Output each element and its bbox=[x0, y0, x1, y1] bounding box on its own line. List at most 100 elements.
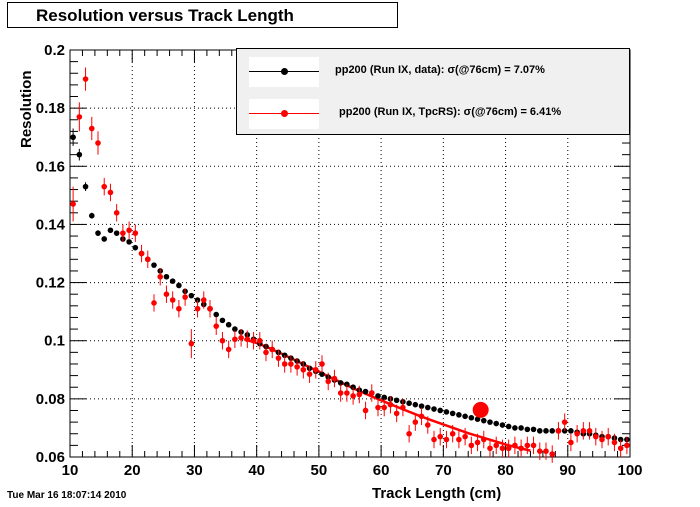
data-point bbox=[412, 401, 419, 408]
data-point bbox=[107, 189, 114, 196]
data-point bbox=[518, 425, 524, 431]
data-point bbox=[456, 436, 462, 443]
x-tick-label: 20 bbox=[124, 462, 141, 479]
data-point bbox=[530, 442, 537, 449]
data-point bbox=[505, 445, 512, 452]
data-point bbox=[412, 419, 419, 425]
data-point bbox=[524, 442, 531, 449]
data-point bbox=[213, 323, 220, 329]
data-point bbox=[375, 393, 381, 399]
data-point bbox=[468, 442, 475, 449]
data-point bbox=[76, 114, 83, 120]
data-point bbox=[325, 378, 332, 385]
data-point bbox=[605, 433, 612, 440]
data-point bbox=[449, 430, 456, 437]
data-point bbox=[549, 428, 556, 434]
data-point bbox=[474, 439, 481, 446]
x-tick-label: 60 bbox=[373, 462, 390, 479]
data-point bbox=[518, 445, 524, 452]
data-point bbox=[474, 416, 481, 423]
x-axis-label: Track Length (cm) bbox=[372, 485, 502, 502]
data-point bbox=[319, 371, 325, 377]
x-tick-label: 30 bbox=[186, 462, 203, 479]
data-point bbox=[549, 451, 556, 457]
data-point bbox=[256, 337, 263, 344]
data-point bbox=[200, 297, 207, 303]
data-point bbox=[151, 300, 157, 306]
data-point bbox=[568, 428, 574, 434]
data-point bbox=[406, 400, 412, 407]
data-point bbox=[194, 305, 201, 312]
data-point bbox=[393, 397, 400, 404]
data-point bbox=[505, 423, 512, 430]
data-point bbox=[487, 445, 493, 452]
data-point bbox=[126, 239, 132, 245]
data-point bbox=[225, 321, 232, 328]
data-point bbox=[611, 439, 618, 446]
data-point bbox=[499, 445, 506, 452]
data-point bbox=[493, 442, 500, 449]
data-point bbox=[157, 273, 164, 280]
data-point bbox=[213, 311, 220, 318]
data-point bbox=[294, 364, 300, 370]
x-tick-label: 10 bbox=[62, 462, 79, 479]
y-tick-label: 0.06 bbox=[36, 449, 65, 466]
data-point bbox=[512, 442, 518, 449]
data-point bbox=[138, 250, 145, 257]
timestamp: Tue Mar 16 18:07:14 2010 bbox=[7, 490, 127, 501]
data-point bbox=[462, 433, 468, 440]
data-point bbox=[387, 401, 394, 408]
data-point bbox=[543, 448, 549, 454]
data-point bbox=[101, 236, 108, 242]
data-point bbox=[232, 326, 238, 332]
data-point bbox=[219, 337, 226, 344]
data-point bbox=[188, 292, 195, 299]
data-point bbox=[536, 448, 543, 454]
data-point bbox=[443, 436, 450, 443]
y-tick-label: 0.08 bbox=[36, 391, 65, 408]
data-point bbox=[95, 230, 101, 236]
data-point bbox=[144, 256, 151, 263]
data-point bbox=[586, 428, 593, 434]
data-point bbox=[493, 420, 500, 427]
legend-label-sim: pp200 (Run IX, TpcRS): σ(@76cm) = 6.41% bbox=[339, 106, 562, 118]
y-tick-label: 0.16 bbox=[36, 158, 65, 175]
data-point bbox=[368, 390, 375, 396]
data-point bbox=[151, 262, 157, 268]
data-point bbox=[132, 230, 139, 236]
data-point bbox=[418, 403, 425, 409]
data-point bbox=[599, 436, 605, 443]
data-point bbox=[269, 346, 276, 353]
y-tick-label: 0.2 bbox=[44, 42, 65, 59]
data-point bbox=[381, 394, 388, 401]
data-point bbox=[437, 433, 444, 440]
legend-item-data: pp200 (Run IX, data): σ(@76cm) = 7.07% bbox=[249, 57, 621, 87]
data-point bbox=[82, 183, 89, 190]
data-point bbox=[487, 419, 493, 425]
data-point bbox=[182, 294, 188, 300]
legend-label-data: pp200 (Run IX, data): σ(@76cm) = 7.07% bbox=[335, 64, 545, 76]
data-point bbox=[113, 230, 120, 236]
x-tick-label: 100 bbox=[617, 462, 642, 479]
data-point bbox=[431, 406, 437, 412]
data-point bbox=[288, 361, 294, 367]
data-point bbox=[536, 428, 543, 434]
legend-marker-sim bbox=[281, 110, 288, 117]
data-point bbox=[524, 426, 531, 433]
data-point bbox=[418, 413, 425, 420]
series-data bbox=[70, 128, 630, 443]
data-point bbox=[344, 390, 350, 396]
data-point bbox=[406, 430, 412, 437]
data-point bbox=[281, 361, 288, 367]
data-point bbox=[555, 428, 562, 434]
data-point bbox=[232, 336, 238, 343]
data-point bbox=[176, 305, 182, 312]
data-point bbox=[468, 414, 475, 421]
data-point bbox=[480, 436, 487, 443]
data-point bbox=[443, 409, 450, 415]
data-point bbox=[580, 428, 587, 434]
data-point bbox=[337, 380, 344, 386]
y-axis-label: Resolution bbox=[18, 70, 35, 149]
data-point bbox=[543, 428, 549, 434]
y-tick-label: 0.18 bbox=[36, 100, 65, 117]
